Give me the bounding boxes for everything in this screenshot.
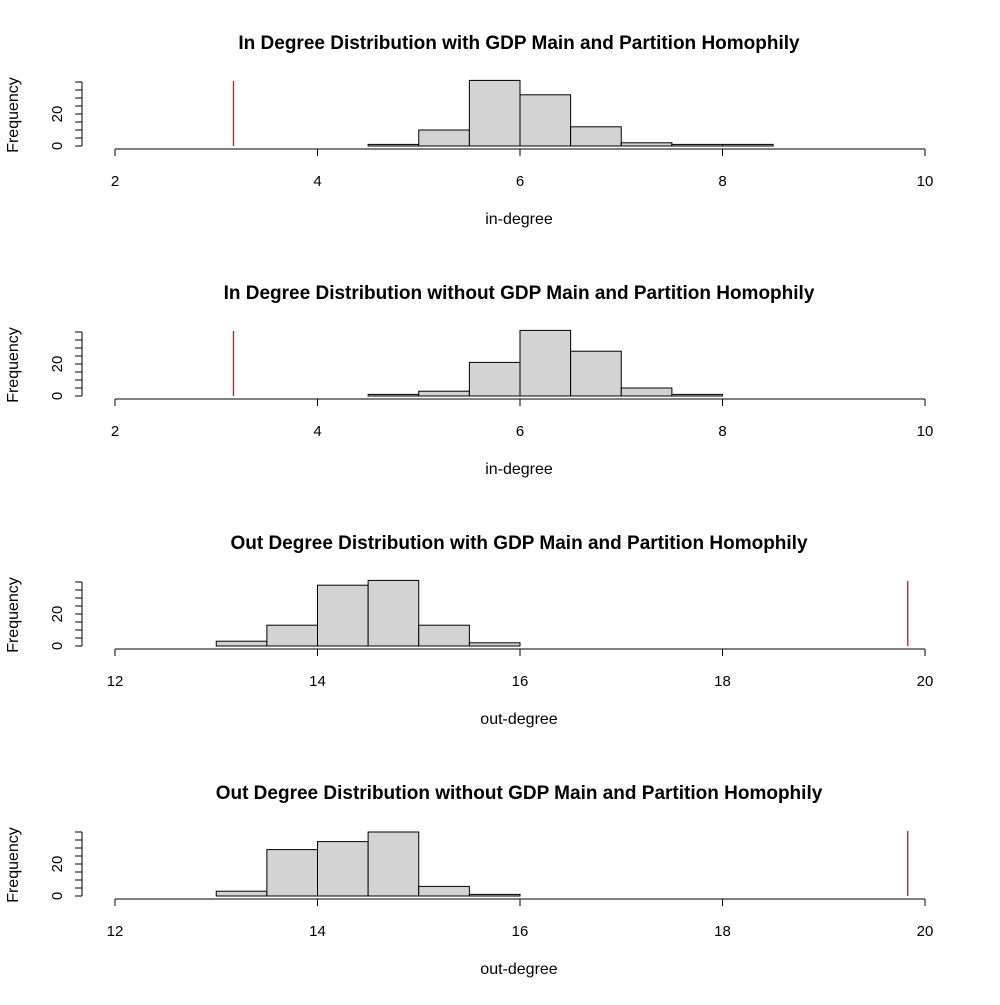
histogram-panel-2: In Degree Distribution without GDP Main … — [5, 283, 933, 478]
x-axis-label: in-degree — [485, 461, 553, 478]
histogram-panel-4: Out Degree Distribution without GDP Main… — [5, 783, 933, 978]
x-tick-label: 2 — [111, 423, 119, 440]
x-tick-label: 4 — [313, 173, 321, 190]
histogram-bar — [266, 624, 318, 647]
y-tick-label: 0 — [49, 642, 66, 650]
x-axis-label: out-degree — [480, 711, 557, 728]
histogram-panel-3: Out Degree Distribution with GDP Main an… — [5, 533, 933, 728]
x-tick-label: 14 — [309, 673, 326, 690]
chart-title: In Degree Distribution without GDP Main … — [224, 283, 815, 304]
y-axis-label: Frequency — [5, 327, 22, 403]
histogram-bar — [418, 885, 470, 897]
x-tick-label: 2 — [111, 173, 119, 190]
y-tick-label: 0 — [49, 892, 66, 900]
x-tick-label: 8 — [718, 173, 726, 190]
x-tick-label: 16 — [512, 923, 529, 940]
x-tick-label: 20 — [917, 923, 934, 940]
x-tick-label: 4 — [313, 423, 321, 440]
x-tick-label: 8 — [718, 423, 726, 440]
x-tick-label: 12 — [107, 673, 124, 690]
y-tick-label: 0 — [49, 142, 66, 150]
y-tick-label: 20 — [49, 606, 66, 623]
histogram-bar — [418, 624, 470, 647]
histogram-bar — [620, 387, 673, 397]
y-tick-label: 20 — [49, 106, 66, 123]
x-tick-label: 10 — [917, 173, 934, 190]
y-tick-label: 20 — [49, 356, 66, 373]
histogram-bar — [266, 849, 318, 897]
x-tick-label: 16 — [512, 673, 529, 690]
histogram-bar — [468, 893, 521, 897]
histogram-bar — [367, 143, 420, 147]
histogram-bar — [570, 350, 622, 397]
y-axis-label: Frequency — [5, 827, 22, 903]
histogram-bar — [620, 142, 673, 147]
y-tick-label: 20 — [49, 856, 66, 873]
chart-title: Out Degree Distribution without GDP Main… — [216, 783, 823, 804]
chart-title: In Degree Distribution with GDP Main and… — [238, 33, 800, 54]
histogram-bar — [519, 329, 572, 397]
y-axis-label: Frequency — [5, 577, 22, 653]
histogram-bar — [317, 841, 369, 897]
histogram-bar — [671, 393, 723, 397]
x-axis-label: out-degree — [480, 961, 557, 978]
histogram-bar — [317, 584, 369, 647]
histogram-bar — [468, 361, 521, 397]
x-tick-label: 6 — [516, 423, 524, 440]
histogram-bar — [215, 640, 268, 647]
x-axis-label: in-degree — [485, 211, 553, 228]
chart-title: Out Degree Distribution with GDP Main an… — [230, 533, 807, 554]
histogram-bar — [468, 642, 521, 647]
histogram-bar — [570, 126, 622, 147]
histogram-bar — [468, 79, 521, 147]
histogram-bar — [215, 890, 268, 897]
y-tick-label: 0 — [49, 392, 66, 400]
histogram-panel-1: In Degree Distribution with GDP Main and… — [5, 33, 933, 228]
histogram-bar — [367, 579, 420, 647]
histogram-bar — [367, 831, 420, 897]
x-tick-label: 18 — [714, 923, 731, 940]
y-axis-label: Frequency — [5, 77, 22, 153]
x-tick-label: 20 — [917, 673, 934, 690]
histogram-bar — [418, 129, 470, 147]
histogram-bar — [367, 393, 420, 397]
histogram-bar — [722, 143, 774, 147]
histogram-bar — [418, 390, 470, 397]
x-tick-label: 18 — [714, 673, 731, 690]
x-tick-label: 14 — [309, 923, 326, 940]
histogram-bar — [519, 94, 572, 147]
x-tick-label: 12 — [107, 923, 124, 940]
x-tick-label: 6 — [516, 173, 524, 190]
histogram-bar — [671, 143, 723, 147]
x-tick-label: 10 — [917, 423, 934, 440]
